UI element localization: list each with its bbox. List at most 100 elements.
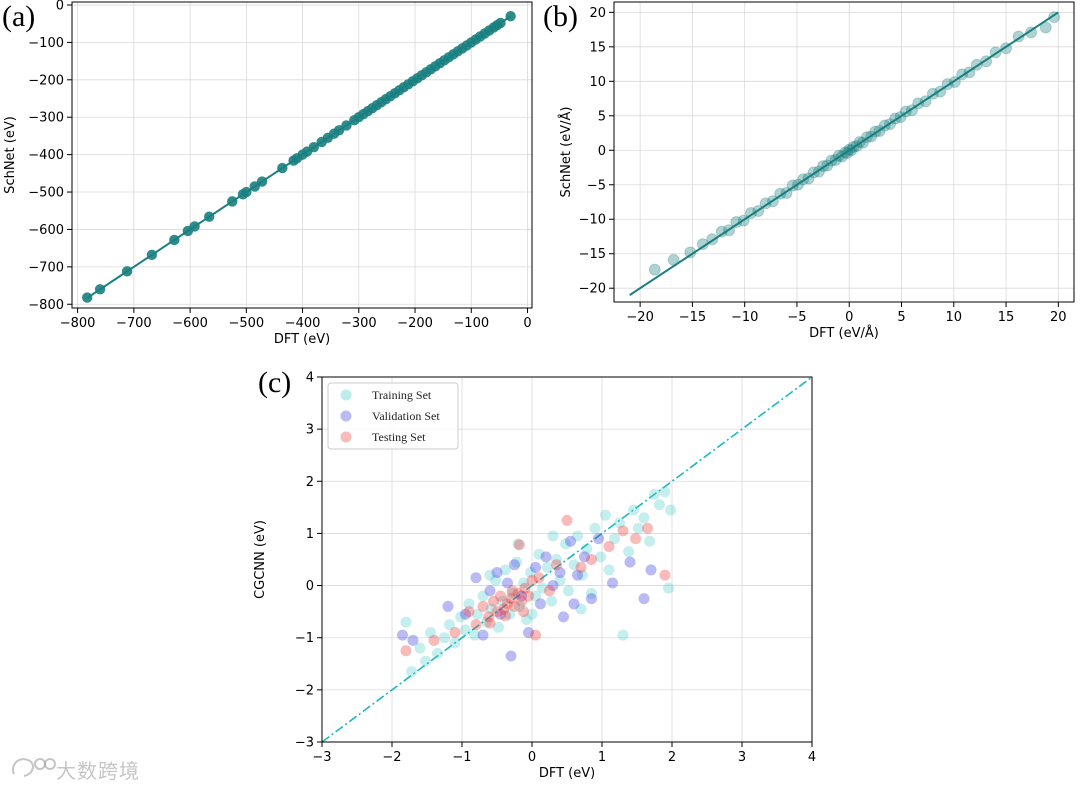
data-point [572, 530, 583, 542]
data-point [568, 598, 580, 610]
y-tick-label: 15 [589, 40, 606, 55]
x-tick-label: 3 [738, 750, 746, 765]
data-point [649, 488, 660, 500]
y-tick-label: 4 [306, 371, 314, 386]
data-point [752, 204, 765, 217]
legend-label: Testing Set [372, 430, 426, 444]
y-tick-label: −1 [295, 631, 314, 646]
data-point [449, 627, 461, 638]
panel-c-label: (c) [258, 366, 291, 399]
data-point [623, 546, 635, 558]
x-tick-label: −100 [453, 316, 489, 331]
y-tick-label: 1 [306, 527, 314, 542]
panel-a-chart: (a) −800 −700 −600 −500 −400 −300 −200 −100 0 −80… [2, 0, 533, 347]
data-point [502, 598, 513, 610]
data-point [894, 111, 907, 124]
data-point [499, 610, 511, 622]
data-point [81, 292, 93, 303]
data-point [541, 561, 553, 573]
x-tick-label: 4 [808, 750, 816, 765]
data-point [948, 76, 961, 88]
y-tick-label: 0 [306, 579, 314, 594]
data-point [912, 97, 925, 110]
data-point [333, 125, 345, 136]
panel-a-label: (a) [2, 0, 35, 33]
data-point [589, 522, 601, 534]
data-point [341, 120, 352, 131]
x-axis-title: DFT (eV) [274, 332, 330, 347]
data-point [530, 629, 541, 641]
data-point [847, 140, 860, 153]
y-tick-label: 10 [589, 75, 606, 90]
data-point [905, 104, 918, 117]
data-point [519, 582, 531, 594]
data-point [509, 600, 520, 612]
data-point [470, 619, 482, 631]
data-point [189, 221, 200, 232]
data-point [579, 551, 590, 563]
data-point [617, 525, 629, 537]
data-point [645, 564, 657, 576]
x-tick-label: −600 [172, 316, 208, 331]
data-point [565, 535, 576, 547]
y-tick-label: 5 [598, 109, 606, 124]
data-point [572, 569, 583, 581]
data-point [511, 556, 523, 568]
data-point [443, 619, 455, 631]
data-point [460, 624, 471, 636]
data-point [432, 647, 443, 659]
y-tick-label: −3 [295, 736, 314, 751]
plot-frame [321, 376, 813, 743]
legend-label: Training Set [372, 388, 432, 402]
y-tick-label: −10 [579, 213, 606, 228]
data-point [1025, 26, 1038, 39]
data-point [667, 253, 680, 266]
panel-c-chart: (c) −3 −2 −1 0 1 2 3 4 −3 −2 −1 0 1 2 3 4 DFT (eV) CGCNN … [253, 366, 816, 781]
panel-b-chart: (b) −20 −15 −10 −5 0 5 10 15 20 −20 −15 −10 −5 0 5 10 15… [543, 0, 1075, 341]
data-point [603, 540, 615, 552]
y-tick-label: 0 [56, 0, 64, 13]
data-point [797, 173, 810, 186]
data-point [414, 642, 426, 654]
data-point [730, 216, 743, 228]
data-point [460, 608, 471, 620]
data-point [869, 125, 882, 138]
data-point [504, 608, 516, 620]
data-point [659, 486, 671, 498]
data-point [812, 165, 825, 178]
data-point [696, 238, 709, 251]
data-point [1000, 42, 1013, 55]
x-axis-title: DFT (eV/Å) [809, 325, 879, 341]
x-tick-label: 0 [845, 310, 853, 325]
y-tick-label: −5 [587, 178, 606, 193]
data-point [537, 582, 548, 594]
data-point [802, 172, 815, 185]
data-point [856, 136, 869, 149]
data-point [878, 119, 891, 132]
data-point [956, 68, 969, 81]
y-tick-label: 2 [306, 475, 314, 490]
data-point [1039, 21, 1052, 34]
data-point [520, 613, 532, 625]
data-point [506, 587, 518, 599]
data-point [513, 539, 525, 551]
data-point [249, 181, 260, 192]
x-tick-label: 1 [598, 750, 606, 765]
data-point [483, 611, 495, 623]
data-point [484, 569, 496, 581]
data-point [607, 577, 618, 589]
data-point [449, 637, 461, 649]
y-tick-label: −500 [28, 186, 64, 201]
data-point [780, 187, 793, 200]
data-point [491, 606, 503, 618]
data-point [593, 533, 604, 545]
data-point [873, 124, 886, 137]
data-point [525, 567, 537, 579]
series-validation-set [397, 533, 657, 662]
data-point [644, 535, 656, 547]
data-point [835, 150, 848, 163]
data-point [204, 211, 215, 222]
x-tick-label: −400 [285, 316, 321, 331]
data-point [575, 561, 587, 573]
